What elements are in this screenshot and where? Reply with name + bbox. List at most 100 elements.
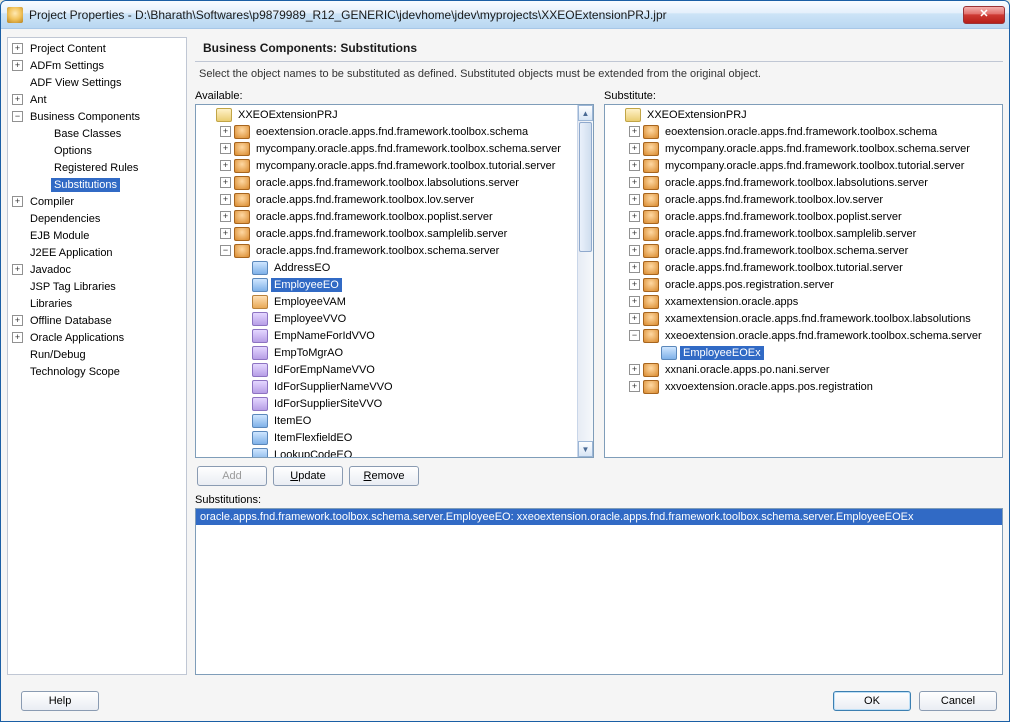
category-tree-item[interactable]: EJB Module — [8, 227, 186, 244]
tree-row[interactable]: −oracle.apps.fnd.framework.toolbox.schem… — [196, 242, 577, 259]
tree-row[interactable]: +xxamextension.oracle.apps.fnd.framework… — [605, 310, 1002, 327]
tree-row[interactable]: IdForSupplierNameVVO — [196, 378, 577, 395]
tree-row[interactable]: EmployeeEO — [196, 276, 577, 293]
tree-row[interactable]: IdForSupplierSiteVVO — [196, 395, 577, 412]
tree-toggle-icon[interactable]: + — [12, 60, 23, 71]
tree-toggle-icon[interactable]: + — [629, 296, 640, 307]
tree-toggle-icon[interactable]: + — [220, 160, 231, 171]
tree-toggle-icon[interactable]: + — [12, 264, 23, 275]
scrollbar[interactable]: ▲ ▼ — [577, 105, 593, 457]
tree-toggle-icon[interactable]: + — [220, 194, 231, 205]
tree-row[interactable]: +oracle.apps.pos.registration.server — [605, 276, 1002, 293]
tree-toggle-icon[interactable]: + — [220, 228, 231, 239]
category-tree-item[interactable]: Options — [8, 142, 186, 159]
tree-row[interactable]: EmployeeEOEx — [605, 344, 1002, 361]
category-tree-item[interactable]: +Javadoc — [8, 261, 186, 278]
substitute-tree[interactable]: XXEOExtensionPRJ+eoextension.oracle.apps… — [604, 104, 1003, 458]
tree-toggle-icon[interactable]: + — [220, 211, 231, 222]
tree-toggle-icon[interactable]: + — [629, 262, 640, 273]
tree-toggle-icon[interactable]: + — [12, 315, 23, 326]
tree-toggle-icon[interactable]: − — [629, 330, 640, 341]
tree-toggle-icon[interactable]: + — [12, 94, 23, 105]
tree-row[interactable]: EmployeeVVO — [196, 310, 577, 327]
tree-row[interactable]: +oracle.apps.fnd.framework.toolbox.popli… — [605, 208, 1002, 225]
tree-toggle-icon[interactable]: + — [12, 196, 23, 207]
help-button[interactable]: Help — [21, 691, 99, 711]
tree-row[interactable]: +oracle.apps.fnd.framework.toolbox.labso… — [196, 174, 577, 191]
tree-row[interactable]: +mycompany.oracle.apps.fnd.framework.too… — [605, 157, 1002, 174]
tree-toggle-icon[interactable]: + — [629, 313, 640, 324]
tree-toggle-icon[interactable]: + — [629, 143, 640, 154]
tree-toggle-icon[interactable]: + — [629, 177, 640, 188]
tree-row[interactable]: EmpNameForIdVVO — [196, 327, 577, 344]
tree-row[interactable]: +xxnani.oracle.apps.po.nani.server — [605, 361, 1002, 378]
tree-row[interactable]: −xxeoextension.oracle.apps.fnd.framework… — [605, 327, 1002, 344]
tree-row[interactable]: AddressEO — [196, 259, 577, 276]
category-tree-item[interactable]: +ADFm Settings — [8, 57, 186, 74]
tree-row[interactable]: ItemEO — [196, 412, 577, 429]
substitutions-list[interactable]: oracle.apps.fnd.framework.toolbox.schema… — [195, 508, 1003, 675]
tree-row[interactable]: XXEOExtensionPRJ — [605, 106, 1002, 123]
substitution-entry[interactable]: oracle.apps.fnd.framework.toolbox.schema… — [196, 509, 1002, 525]
ok-button[interactable]: OK — [833, 691, 911, 711]
scroll-up-icon[interactable]: ▲ — [578, 105, 593, 121]
tree-row[interactable]: IdForEmpNameVVO — [196, 361, 577, 378]
tree-row[interactable]: +oracle.apps.fnd.framework.toolbox.lov.s… — [605, 191, 1002, 208]
tree-toggle-icon[interactable]: − — [12, 111, 23, 122]
tree-row[interactable]: +mycompany.oracle.apps.fnd.framework.too… — [196, 140, 577, 157]
tree-toggle-icon[interactable]: − — [220, 245, 231, 256]
scroll-down-icon[interactable]: ▼ — [578, 441, 593, 457]
tree-row[interactable]: ItemFlexfieldEO — [196, 429, 577, 446]
category-tree-item[interactable]: +Ant — [8, 91, 186, 108]
category-tree-item[interactable]: +Compiler — [8, 193, 186, 210]
scroll-thumb[interactable] — [579, 122, 592, 252]
tree-toggle-icon[interactable]: + — [629, 245, 640, 256]
category-tree-item[interactable]: +Offline Database — [8, 312, 186, 329]
category-tree-item[interactable]: −Business Components — [8, 108, 186, 125]
tree-row[interactable]: +xxvoextension.oracle.apps.pos.registrat… — [605, 378, 1002, 395]
add-button[interactable]: Add — [197, 466, 267, 486]
category-tree-item[interactable]: Substitutions — [8, 176, 186, 193]
category-tree-item[interactable]: J2EE Application — [8, 244, 186, 261]
tree-row[interactable]: +mycompany.oracle.apps.fnd.framework.too… — [196, 157, 577, 174]
tree-toggle-icon[interactable]: + — [629, 228, 640, 239]
tree-row[interactable]: +eoextension.oracle.apps.fnd.framework.t… — [196, 123, 577, 140]
tree-toggle-icon[interactable]: + — [629, 211, 640, 222]
category-tree-item[interactable]: +Oracle Applications — [8, 329, 186, 346]
tree-row[interactable]: +oracle.apps.fnd.framework.toolbox.schem… — [605, 242, 1002, 259]
tree-toggle-icon[interactable]: + — [629, 160, 640, 171]
tree-row[interactable]: LookupCodeEO — [196, 446, 577, 457]
available-tree[interactable]: XXEOExtensionPRJ+eoextension.oracle.apps… — [195, 104, 594, 458]
tree-toggle-icon[interactable]: + — [220, 126, 231, 137]
tree-toggle-icon[interactable]: + — [629, 279, 640, 290]
tree-row[interactable]: +oracle.apps.fnd.framework.toolbox.lov.s… — [196, 191, 577, 208]
tree-toggle-icon[interactable]: + — [12, 43, 23, 54]
cancel-button[interactable]: Cancel — [919, 691, 997, 711]
tree-row[interactable]: +oracle.apps.fnd.framework.toolbox.sampl… — [196, 225, 577, 242]
tree-row[interactable]: +mycompany.oracle.apps.fnd.framework.too… — [605, 140, 1002, 157]
tree-row[interactable]: +eoextension.oracle.apps.fnd.framework.t… — [605, 123, 1002, 140]
tree-toggle-icon[interactable]: + — [220, 143, 231, 154]
titlebar[interactable]: Project Properties - D:\Bharath\Software… — [1, 1, 1009, 29]
tree-row[interactable]: +xxamextension.oracle.apps — [605, 293, 1002, 310]
category-tree-item[interactable]: ADF View Settings — [8, 74, 186, 91]
tree-toggle-icon[interactable]: + — [629, 364, 640, 375]
tree-row[interactable]: +oracle.apps.fnd.framework.toolbox.sampl… — [605, 225, 1002, 242]
tree-toggle-icon[interactable]: + — [629, 381, 640, 392]
category-tree-item[interactable]: JSP Tag Libraries — [8, 278, 186, 295]
tree-toggle-icon[interactable]: + — [12, 332, 23, 343]
category-tree-item[interactable]: Libraries — [8, 295, 186, 312]
category-tree-item[interactable]: Dependencies — [8, 210, 186, 227]
remove-button[interactable]: Remove — [349, 466, 419, 486]
tree-row[interactable]: EmployeeVAM — [196, 293, 577, 310]
update-button[interactable]: Update — [273, 466, 343, 486]
tree-row[interactable]: +oracle.apps.fnd.framework.toolbox.tutor… — [605, 259, 1002, 276]
tree-row[interactable]: XXEOExtensionPRJ — [196, 106, 577, 123]
tree-toggle-icon[interactable]: + — [629, 126, 640, 137]
tree-row[interactable]: +oracle.apps.fnd.framework.toolbox.popli… — [196, 208, 577, 225]
category-tree-item[interactable]: Base Classes — [8, 125, 186, 142]
close-button[interactable]: ✕ — [963, 6, 1005, 24]
tree-toggle-icon[interactable]: + — [629, 194, 640, 205]
tree-row[interactable]: +oracle.apps.fnd.framework.toolbox.labso… — [605, 174, 1002, 191]
category-tree-item[interactable]: +Project Content — [8, 40, 186, 57]
